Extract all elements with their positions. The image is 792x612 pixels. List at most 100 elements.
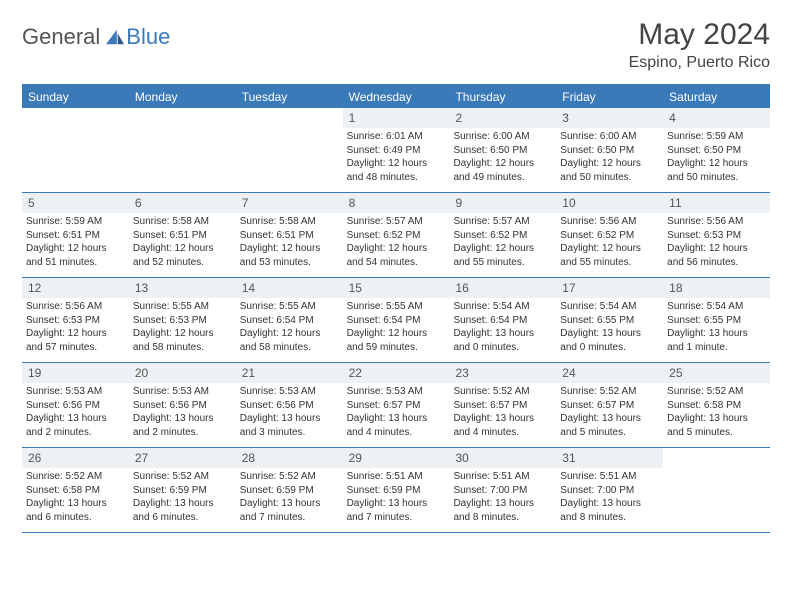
day-body: Sunrise: 5:58 AMSunset: 6:51 PMDaylight:…	[236, 215, 343, 273]
week-row: 12Sunrise: 5:56 AMSunset: 6:53 PMDayligh…	[22, 278, 770, 363]
day-number: 20	[129, 363, 236, 383]
sunrise-line: Sunrise: 5:56 AM	[560, 215, 659, 229]
sunset-line: Sunset: 6:51 PM	[240, 229, 339, 243]
sunrise-line: Sunrise: 5:51 AM	[347, 470, 446, 484]
day-body: Sunrise: 5:52 AMSunset: 6:57 PMDaylight:…	[449, 385, 556, 443]
daylight-line: Daylight: 13 hours and 1 minute.	[667, 327, 766, 354]
weekday-header: Thursday	[449, 86, 556, 108]
sunset-line: Sunset: 6:54 PM	[240, 314, 339, 328]
brand-text-1: General	[22, 24, 100, 50]
sunset-line: Sunset: 6:59 PM	[347, 484, 446, 498]
day-body: Sunrise: 5:59 AMSunset: 6:50 PMDaylight:…	[663, 130, 770, 188]
day-cell: 1Sunrise: 6:01 AMSunset: 6:49 PMDaylight…	[343, 108, 450, 192]
day-cell: 17Sunrise: 5:54 AMSunset: 6:55 PMDayligh…	[556, 278, 663, 362]
day-number: 9	[449, 193, 556, 213]
sunrise-line: Sunrise: 6:00 AM	[453, 130, 552, 144]
daylight-line: Daylight: 12 hours and 51 minutes.	[26, 242, 125, 269]
sunrise-line: Sunrise: 6:00 AM	[560, 130, 659, 144]
day-number: 26	[22, 448, 129, 468]
daylight-line: Daylight: 12 hours and 55 minutes.	[453, 242, 552, 269]
sunset-line: Sunset: 6:58 PM	[26, 484, 125, 498]
day-cell: 24Sunrise: 5:52 AMSunset: 6:57 PMDayligh…	[556, 363, 663, 447]
sunrise-line: Sunrise: 5:53 AM	[133, 385, 232, 399]
day-cell	[22, 108, 129, 192]
sunrise-line: Sunrise: 5:52 AM	[133, 470, 232, 484]
day-body: Sunrise: 6:01 AMSunset: 6:49 PMDaylight:…	[343, 130, 450, 188]
day-body: Sunrise: 5:52 AMSunset: 6:58 PMDaylight:…	[22, 470, 129, 528]
daylight-line: Daylight: 12 hours and 56 minutes.	[667, 242, 766, 269]
sunrise-line: Sunrise: 5:58 AM	[133, 215, 232, 229]
daylight-line: Daylight: 13 hours and 7 minutes.	[347, 497, 446, 524]
day-cell: 15Sunrise: 5:55 AMSunset: 6:54 PMDayligh…	[343, 278, 450, 362]
day-number: 21	[236, 363, 343, 383]
day-cell: 13Sunrise: 5:55 AMSunset: 6:53 PMDayligh…	[129, 278, 236, 362]
day-body: Sunrise: 5:56 AMSunset: 6:53 PMDaylight:…	[663, 215, 770, 273]
day-body: Sunrise: 5:58 AMSunset: 6:51 PMDaylight:…	[129, 215, 236, 273]
daylight-line: Daylight: 13 hours and 2 minutes.	[26, 412, 125, 439]
sunset-line: Sunset: 7:00 PM	[453, 484, 552, 498]
weekday-header-row: SundayMondayTuesdayWednesdayThursdayFrid…	[22, 86, 770, 108]
brand-logo: General Blue	[22, 18, 170, 50]
sunrise-line: Sunrise: 5:59 AM	[667, 130, 766, 144]
daylight-line: Daylight: 13 hours and 0 minutes.	[453, 327, 552, 354]
sunrise-line: Sunrise: 5:53 AM	[26, 385, 125, 399]
sunrise-line: Sunrise: 5:54 AM	[667, 300, 766, 314]
day-cell: 23Sunrise: 5:52 AMSunset: 6:57 PMDayligh…	[449, 363, 556, 447]
sunrise-line: Sunrise: 5:53 AM	[347, 385, 446, 399]
weekday-header: Saturday	[663, 86, 770, 108]
day-cell: 11Sunrise: 5:56 AMSunset: 6:53 PMDayligh…	[663, 193, 770, 277]
location-label: Espino, Puerto Rico	[629, 54, 770, 72]
day-cell	[236, 108, 343, 192]
day-number: 8	[343, 193, 450, 213]
day-cell: 4Sunrise: 5:59 AMSunset: 6:50 PMDaylight…	[663, 108, 770, 192]
day-body: Sunrise: 5:57 AMSunset: 6:52 PMDaylight:…	[449, 215, 556, 273]
daylight-line: Daylight: 13 hours and 5 minutes.	[560, 412, 659, 439]
day-number: 4	[663, 108, 770, 128]
week-row: 5Sunrise: 5:59 AMSunset: 6:51 PMDaylight…	[22, 193, 770, 278]
sunrise-line: Sunrise: 5:56 AM	[667, 215, 766, 229]
sunrise-line: Sunrise: 5:53 AM	[240, 385, 339, 399]
day-cell: 29 Sunrise: 5:51 AMSunset: 6:59 PMDayligh…	[343, 448, 450, 532]
sunrise-line: Sunrise: 6:01 AM	[347, 130, 446, 144]
day-cell: 20Sunrise: 5:53 AMSunset: 6:56 PMDayligh…	[129, 363, 236, 447]
day-number: 7	[236, 193, 343, 213]
day-number: 30	[449, 448, 556, 468]
day-number: 29	[343, 448, 450, 468]
sunrise-line: Sunrise: 5:55 AM	[347, 300, 446, 314]
daylight-line: Daylight: 12 hours and 50 minutes.	[560, 157, 659, 184]
day-cell: 22Sunrise: 5:53 AMSunset: 6:57 PMDayligh…	[343, 363, 450, 447]
daylight-line: Daylight: 13 hours and 4 minutes.	[453, 412, 552, 439]
daylight-line: Daylight: 12 hours and 53 minutes.	[240, 242, 339, 269]
sunset-line: Sunset: 6:52 PM	[453, 229, 552, 243]
day-number: 13	[129, 278, 236, 298]
sunrise-line: Sunrise: 5:52 AM	[560, 385, 659, 399]
day-body: Sunrise: 5:53 AMSunset: 6:57 PMDaylight:…	[343, 385, 450, 443]
day-cell: 25Sunrise: 5:52 AMSunset: 6:58 PMDayligh…	[663, 363, 770, 447]
sunset-line: Sunset: 6:52 PM	[347, 229, 446, 243]
sunset-line: Sunset: 6:53 PM	[133, 314, 232, 328]
day-cell: 8Sunrise: 5:57 AMSunset: 6:52 PMDaylight…	[343, 193, 450, 277]
daylight-line: Daylight: 12 hours and 50 minutes.	[667, 157, 766, 184]
day-cell: 18Sunrise: 5:54 AMSunset: 6:55 PMDayligh…	[663, 278, 770, 362]
week-row: 26Sunrise: 5:52 AMSunset: 6:58 PMDayligh…	[22, 448, 770, 533]
sunset-line: Sunset: 6:57 PM	[347, 399, 446, 413]
header-bar: General Blue May 2024 Espino, Puerto Ric…	[22, 18, 770, 72]
day-body: Sunrise: 5:55 AMSunset: 6:54 PMDaylight:…	[343, 300, 450, 358]
sunrise-line: Sunrise: 5:52 AM	[453, 385, 552, 399]
title-block: May 2024 Espino, Puerto Rico	[629, 18, 770, 72]
sunset-line: Sunset: 6:59 PM	[240, 484, 339, 498]
day-number: 3	[556, 108, 663, 128]
day-cell: 21Sunrise: 5:53 AMSunset: 6:56 PMDayligh…	[236, 363, 343, 447]
day-body: Sunrise: 5:53 AMSunset: 6:56 PMDaylight:…	[236, 385, 343, 443]
sunset-line: Sunset: 6:53 PM	[26, 314, 125, 328]
day-number: 16	[449, 278, 556, 298]
brand-text-2: Blue	[126, 24, 170, 50]
daylight-line: Daylight: 12 hours and 58 minutes.	[133, 327, 232, 354]
day-body: Sunrise: 5:59 AMSunset: 6:51 PMDaylight:…	[22, 215, 129, 273]
day-cell	[129, 108, 236, 192]
daylight-line: Daylight: 12 hours and 48 minutes.	[347, 157, 446, 184]
sunrise-line: Sunrise: 5:54 AM	[560, 300, 659, 314]
sunset-line: Sunset: 6:56 PM	[133, 399, 232, 413]
sunrise-line: Sunrise: 5:55 AM	[240, 300, 339, 314]
sunset-line: Sunset: 6:56 PM	[26, 399, 125, 413]
